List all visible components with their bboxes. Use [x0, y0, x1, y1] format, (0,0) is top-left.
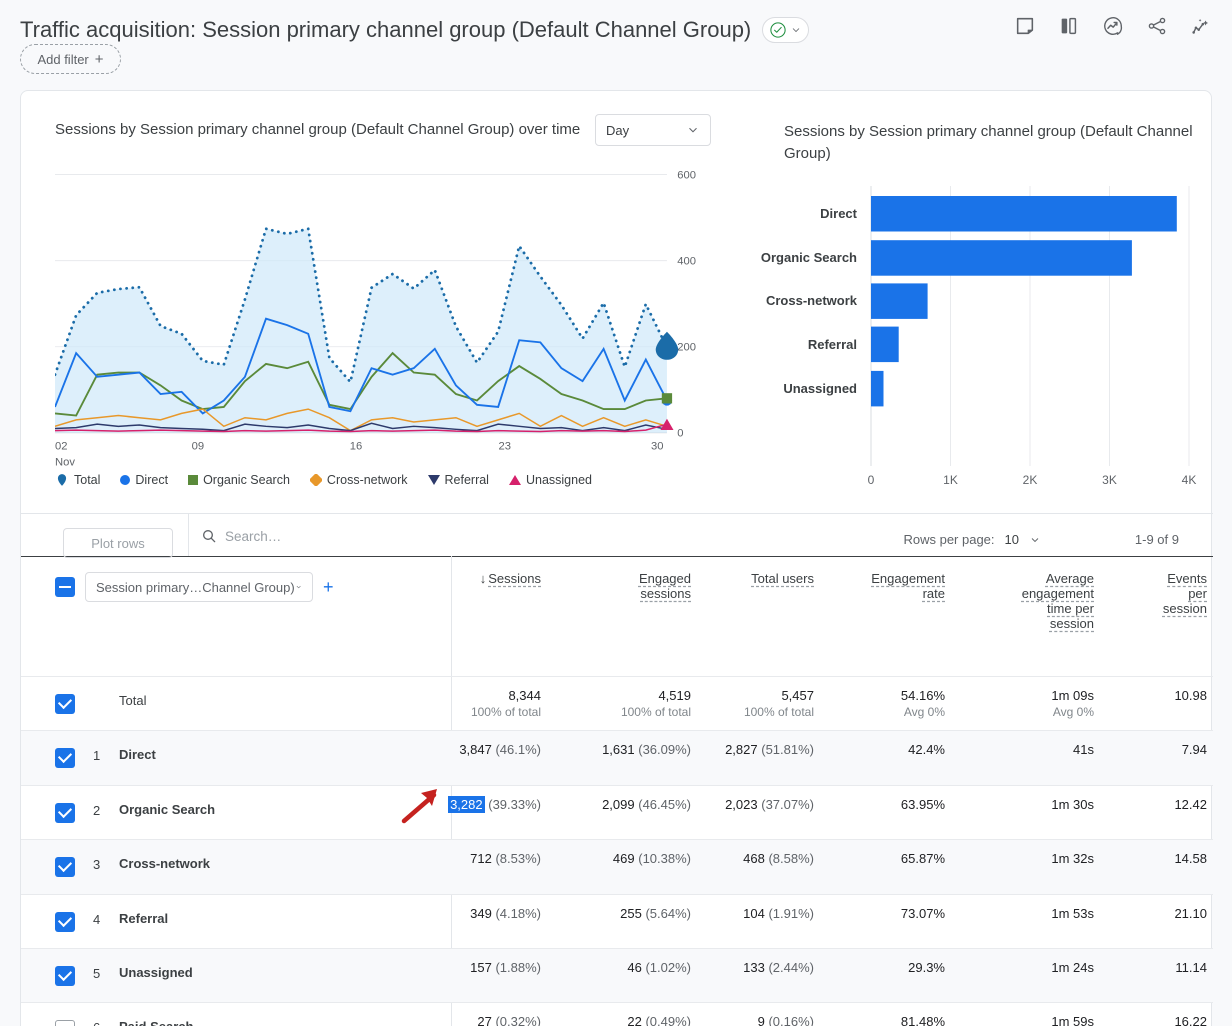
svg-text:200: 200 — [677, 341, 696, 353]
svg-text:Referral: Referral — [808, 337, 857, 352]
svg-text:Cross-network: Cross-network — [766, 293, 858, 308]
svg-text:1K: 1K — [943, 473, 958, 487]
svg-text:4K: 4K — [1182, 473, 1197, 487]
svg-text:Nov: Nov — [55, 457, 75, 469]
svg-text:2K: 2K — [1023, 473, 1038, 487]
svg-text:600: 600 — [677, 169, 696, 181]
svg-text:16: 16 — [350, 441, 362, 453]
svg-text:Organic Search: Organic Search — [761, 250, 857, 265]
svg-text:02: 02 — [55, 441, 67, 453]
svg-text:3K: 3K — [1102, 473, 1117, 487]
svg-text:0: 0 — [677, 428, 683, 440]
svg-text:Unassigned: Unassigned — [783, 381, 857, 396]
svg-text:Direct: Direct — [820, 206, 858, 221]
svg-text:23: 23 — [499, 441, 511, 453]
svg-text:400: 400 — [677, 255, 696, 267]
svg-text:0: 0 — [868, 473, 875, 487]
svg-text:30: 30 — [651, 441, 663, 453]
svg-text:09: 09 — [192, 441, 204, 453]
